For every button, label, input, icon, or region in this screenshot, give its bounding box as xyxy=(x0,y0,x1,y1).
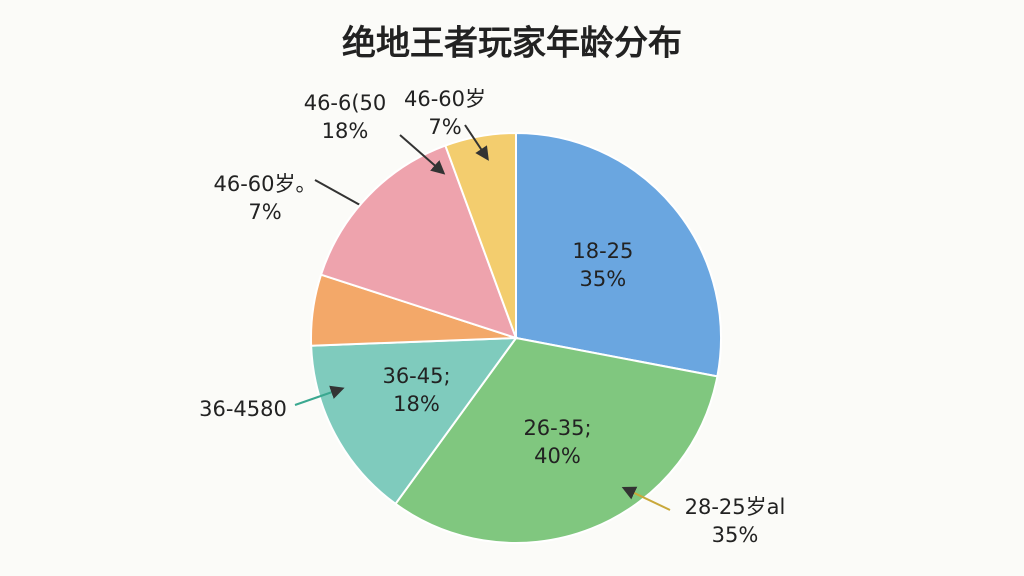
annotation: 35% xyxy=(712,523,759,547)
chart-title: 绝地王者玩家年龄分布 xyxy=(342,24,682,64)
slice-label: 46-6(50 xyxy=(304,91,387,115)
leader-arrow xyxy=(464,124,489,161)
slice-label: 18-25 xyxy=(572,239,633,263)
slice-value-label: 40% xyxy=(534,444,581,468)
slice-label: 26-35; xyxy=(523,416,591,440)
leader-arrow xyxy=(399,134,446,175)
slice-label: 46-60岁 xyxy=(404,87,486,111)
annotation: 36-4580 xyxy=(199,397,287,421)
slice-value-label: 18% xyxy=(322,119,369,143)
pie-slice xyxy=(515,131,722,378)
leader-arrow xyxy=(294,385,345,406)
slice-value-label: 35% xyxy=(580,267,627,291)
slice-label: 36-45; xyxy=(382,364,450,388)
slice-value-label: 7% xyxy=(248,200,281,224)
slice-value-label: 18% xyxy=(393,392,440,416)
annotation: 28-25岁al xyxy=(685,495,786,519)
slice-label: 46-60岁。 xyxy=(213,172,316,196)
leader-arrow xyxy=(621,486,671,511)
pie-slice xyxy=(319,144,518,340)
slice-value-label: 7% xyxy=(428,115,461,139)
pie-slice xyxy=(310,336,519,506)
pie-slice xyxy=(444,131,517,339)
